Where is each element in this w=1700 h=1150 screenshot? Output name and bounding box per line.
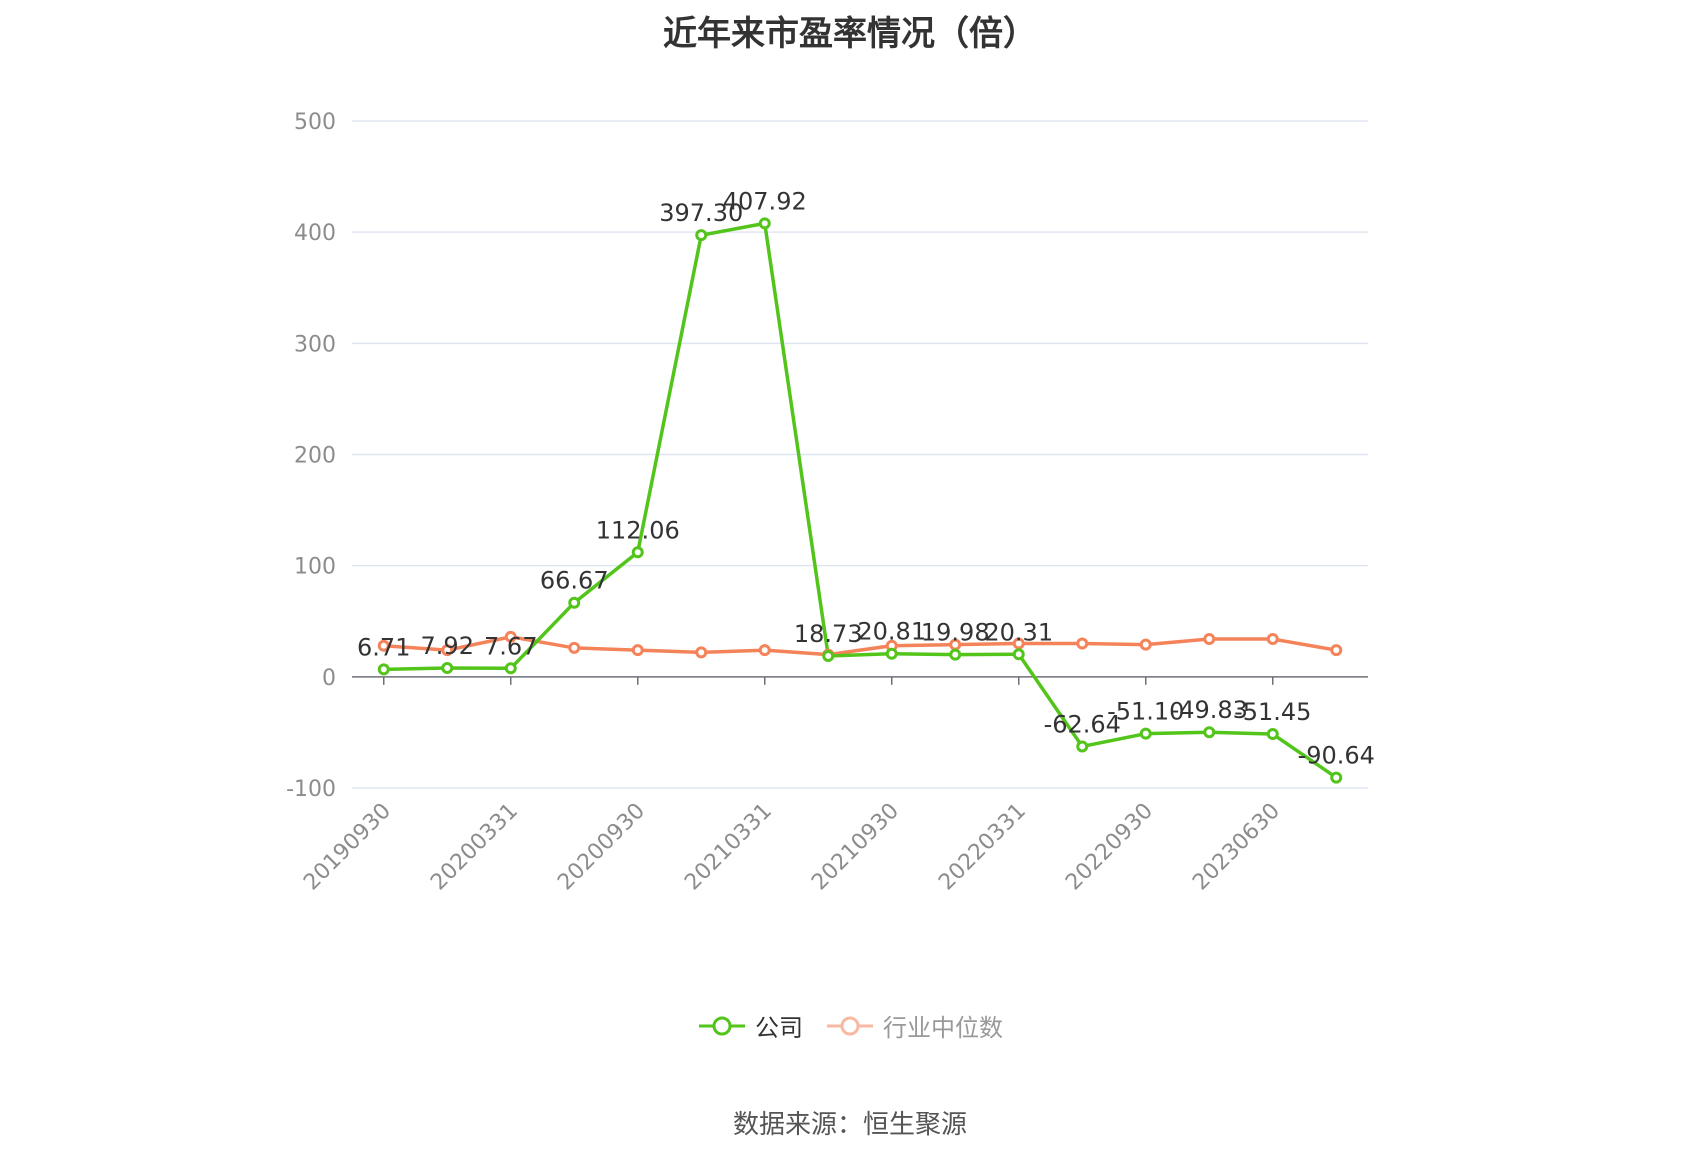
industry-point <box>568 641 581 654</box>
data-label: -49.83 <box>1171 696 1248 724</box>
data-label: 7.67 <box>484 632 537 660</box>
x-tick-label: 20200930 <box>553 799 650 896</box>
legend: 公司 行业中位数 <box>0 1008 1700 1043</box>
company-point <box>1266 728 1279 741</box>
data-label: 19.98 <box>921 619 990 647</box>
company-point <box>758 217 771 230</box>
industry-point <box>1330 644 1343 657</box>
industry-point <box>441 644 454 657</box>
data-label: 397.30 <box>659 199 743 227</box>
data-label: -90.64 <box>1298 742 1375 770</box>
series-lines <box>383 221 1338 780</box>
grid-lines <box>352 120 1368 789</box>
industry-point <box>504 630 517 643</box>
company-point <box>1012 648 1025 661</box>
y-tick-label: -100 <box>286 777 336 802</box>
data-label: -62.64 <box>1044 710 1121 738</box>
data-label: 6.71 <box>357 633 410 661</box>
legend-item-industry[interactable]: 行业中位数 <box>825 1008 1003 1043</box>
company-point <box>631 546 644 559</box>
company-point <box>504 662 517 675</box>
x-tick-label: 20210331 <box>680 799 777 896</box>
industry-point <box>1012 637 1025 650</box>
data-label: 7.92 <box>421 632 474 660</box>
company-point <box>1076 740 1089 753</box>
company-point <box>885 647 898 660</box>
legend-company-label: 公司 <box>755 1014 803 1042</box>
x-tick-label: 20190930 <box>299 799 396 896</box>
company-point <box>1203 726 1216 739</box>
data-label: 20.81 <box>857 618 926 646</box>
data-label: 18.73 <box>794 620 863 648</box>
industry-point <box>695 646 708 659</box>
company-point <box>1139 727 1152 740</box>
legend-industry-label: 行业中位数 <box>883 1014 1003 1042</box>
data-label: 66.67 <box>540 567 609 595</box>
legend-company-marker-icon <box>699 1016 745 1035</box>
data-label: 20.31 <box>984 618 1053 646</box>
data-label: -51.10 <box>1107 698 1184 726</box>
data-label: 407.92 <box>723 187 807 215</box>
company-point <box>568 596 581 609</box>
company-point <box>1330 771 1343 784</box>
industry-point <box>1203 633 1216 646</box>
x-tick-label: 20220930 <box>1061 799 1158 896</box>
industry-point <box>1139 638 1152 651</box>
industry-point <box>377 639 390 652</box>
company-point <box>377 663 390 676</box>
industry-point <box>631 644 644 657</box>
y-tick-label: 0 <box>322 666 336 691</box>
x-tick-label: 20200331 <box>426 799 523 896</box>
legend-industry-marker-icon <box>827 1016 873 1035</box>
x-tick-label: 20220331 <box>934 799 1031 896</box>
y-tick-label: 500 <box>294 110 336 135</box>
series-points <box>377 217 1343 784</box>
y-tick-label: 300 <box>294 332 336 357</box>
data-label: -51.45 <box>1234 698 1311 726</box>
y-tick-label: 400 <box>294 221 336 246</box>
line-chart: -100 0 100 200 300 400 500 20190930 20200331 202… <box>286 110 1375 896</box>
company-line <box>383 221 1338 780</box>
chart-title: 近年来市盈率情况（倍） <box>663 14 1037 54</box>
data-label: 112.06 <box>596 516 680 544</box>
company-point <box>822 650 835 663</box>
company-point <box>949 648 962 661</box>
company-point <box>695 229 708 242</box>
y-tick-label: 100 <box>294 555 336 580</box>
legend-item-company[interactable]: 公司 <box>697 1008 803 1043</box>
x-tick-label: 20210930 <box>807 799 904 896</box>
industry-line <box>383 635 1337 657</box>
company-point <box>441 662 454 675</box>
x-tick-label: 20230630 <box>1188 799 1285 896</box>
data-source: 数据来源：恒生聚源 <box>732 1110 967 1140</box>
industry-point <box>1266 633 1279 646</box>
industry-point <box>1076 637 1089 650</box>
y-axis-ticks: -100 0 100 200 300 400 500 <box>286 110 336 802</box>
y-tick-label: 200 <box>294 444 336 469</box>
industry-point <box>758 644 771 657</box>
